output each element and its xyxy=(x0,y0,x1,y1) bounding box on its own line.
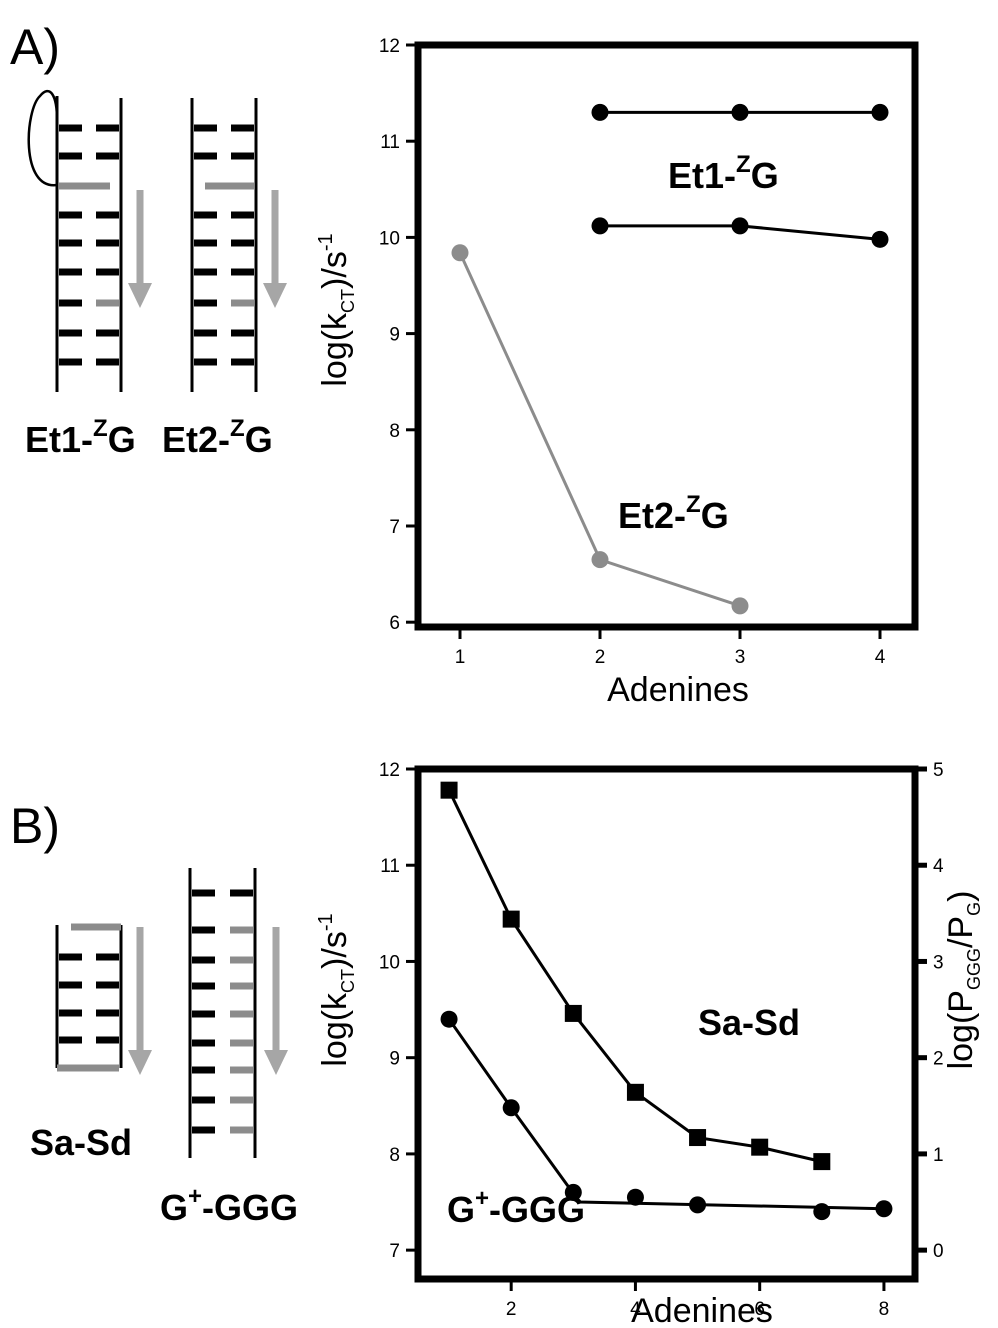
data-point-et1_lower xyxy=(731,217,749,235)
chart-b-y-axis-title: log(kCT)/s-1 xyxy=(315,913,358,1066)
x-tick-label: 6 xyxy=(754,1299,765,1320)
g-ggg-transfer-arrow xyxy=(264,927,288,1075)
g-ggg-base-pairs xyxy=(192,889,253,1134)
data-point-et1_upper xyxy=(871,103,889,121)
y-tick-label: 11 xyxy=(380,132,400,153)
chart-a-y-axis-title: log(kCT)/s-1 xyxy=(315,233,358,386)
y-tick-label: 6 xyxy=(389,613,400,634)
chart-b-label-sa-sd: Sa-Sd xyxy=(698,1002,800,1043)
data-point-et1_lower xyxy=(871,230,889,248)
data-point-g_ggg xyxy=(689,1196,707,1214)
y-tick-label: 8 xyxy=(389,421,400,442)
g-ggg-gray-bases xyxy=(230,926,253,1134)
data-point-g_ggg xyxy=(875,1200,893,1218)
y2-tick-label: 5 xyxy=(933,760,944,781)
x-tick-label: 2 xyxy=(506,1299,517,1320)
schematic-a: Et1-ZG Et2-ZG xyxy=(25,89,287,460)
chart-b-x-axis: 2 4 6 8 xyxy=(506,1279,889,1320)
y2-tick-label: 1 xyxy=(933,1145,944,1166)
sa-sd-transfer-arrow xyxy=(128,927,152,1075)
series-line-g_ggg xyxy=(447,1018,884,1211)
chart-a-y-axis: 6 7 8 9 10 11 12 xyxy=(379,36,418,634)
y2-tick-label: 2 xyxy=(933,1049,944,1070)
chart-a-label-et2: Et2-ZG xyxy=(618,491,729,536)
chart-b-y-axis: 7 8 9 10 11 12 xyxy=(379,760,418,1262)
chart-b-series xyxy=(440,781,893,1221)
data-point-sa_sd xyxy=(689,1129,707,1147)
data-point-et2 xyxy=(591,551,609,569)
schematic-a-right-label: Et2-ZG xyxy=(162,415,273,460)
y2-tick-label: 0 xyxy=(933,1241,944,1262)
y-tick-label: 9 xyxy=(389,1049,400,1070)
et1-base-pairs xyxy=(59,124,119,366)
chart-a-frame xyxy=(414,41,919,631)
et2-duplex xyxy=(190,98,287,392)
et1-transfer-arrow xyxy=(128,190,152,308)
data-point-et2 xyxy=(451,244,469,262)
et1-duplex xyxy=(27,89,152,392)
chart-b-frame xyxy=(414,765,919,1283)
data-point-sa_sd xyxy=(440,781,458,799)
chart-b-y2-axis: 0 1 2 3 4 5 xyxy=(915,760,944,1262)
x-tick-label: 8 xyxy=(879,1299,890,1320)
data-point-et1_upper xyxy=(591,103,609,121)
chart-b-label-g-ggg: G+-GGG xyxy=(447,1185,585,1230)
schematic-b-left-label: Sa-Sd xyxy=(30,1122,132,1163)
et2-base-pairs xyxy=(194,124,254,366)
data-point-g_ggg xyxy=(502,1099,520,1117)
data-point-g_ggg xyxy=(564,1183,582,1201)
chart-b-x-axis-title: Adenines xyxy=(631,1292,773,1328)
data-point-sa_sd xyxy=(564,1004,582,1022)
data-point-g_ggg xyxy=(626,1188,644,1206)
y-tick-label: 9 xyxy=(389,325,400,346)
data-point-sa_sd xyxy=(813,1153,831,1171)
sa-sd-base-pairs xyxy=(59,953,119,1044)
data-point-g_ggg xyxy=(440,1010,458,1028)
data-point-et2 xyxy=(731,597,749,615)
et2-transfer-arrow xyxy=(263,190,287,308)
y-tick-label: 11 xyxy=(380,856,400,877)
y-tick-label: 7 xyxy=(389,517,400,538)
chart-a-series xyxy=(451,103,889,615)
chart-a-x-axis: 1 2 3 4 xyxy=(455,627,886,668)
y2-tick-label: 3 xyxy=(933,952,944,973)
chart-a-x-axis-title: Adenines xyxy=(607,671,749,709)
x-tick-label: 3 xyxy=(735,647,746,668)
x-tick-label: 2 xyxy=(595,647,606,668)
x-tick-label: 4 xyxy=(630,1299,641,1320)
schematic-b-right-label: G+-GGG xyxy=(160,1183,298,1228)
chart-b-y2-axis-title: log(PGGG/PG) xyxy=(942,891,984,1070)
x-tick-label: 1 xyxy=(455,647,466,668)
data-point-sa_sd xyxy=(626,1083,644,1101)
panel-b-letter: B) xyxy=(10,798,60,854)
y-tick-label: 10 xyxy=(379,952,400,973)
data-point-g_ggg xyxy=(813,1203,831,1221)
y-tick-label: 8 xyxy=(389,1145,400,1166)
x-tick-label: 4 xyxy=(875,647,886,668)
y-tick-label: 10 xyxy=(379,228,400,249)
panel-a-letter: A) xyxy=(10,19,60,75)
sa-sd-duplex xyxy=(55,923,152,1075)
data-point-sa_sd xyxy=(502,910,520,928)
y2-tick-label: 4 xyxy=(933,856,944,877)
g-ggg-duplex xyxy=(188,868,288,1158)
schematic-a-left-label: Et1-ZG xyxy=(25,415,136,460)
hairpin-loop xyxy=(27,89,59,187)
y-tick-label: 12 xyxy=(379,760,400,781)
data-point-sa_sd xyxy=(751,1138,769,1156)
data-point-et1_lower xyxy=(591,217,609,235)
chart-a-label-et1: Et1-ZG xyxy=(668,151,779,196)
y-tick-label: 7 xyxy=(389,1241,400,1262)
data-point-et1_upper xyxy=(731,103,749,121)
schematic-b: Sa-Sd G+-GGG xyxy=(30,868,298,1228)
y-tick-label: 12 xyxy=(379,36,400,57)
